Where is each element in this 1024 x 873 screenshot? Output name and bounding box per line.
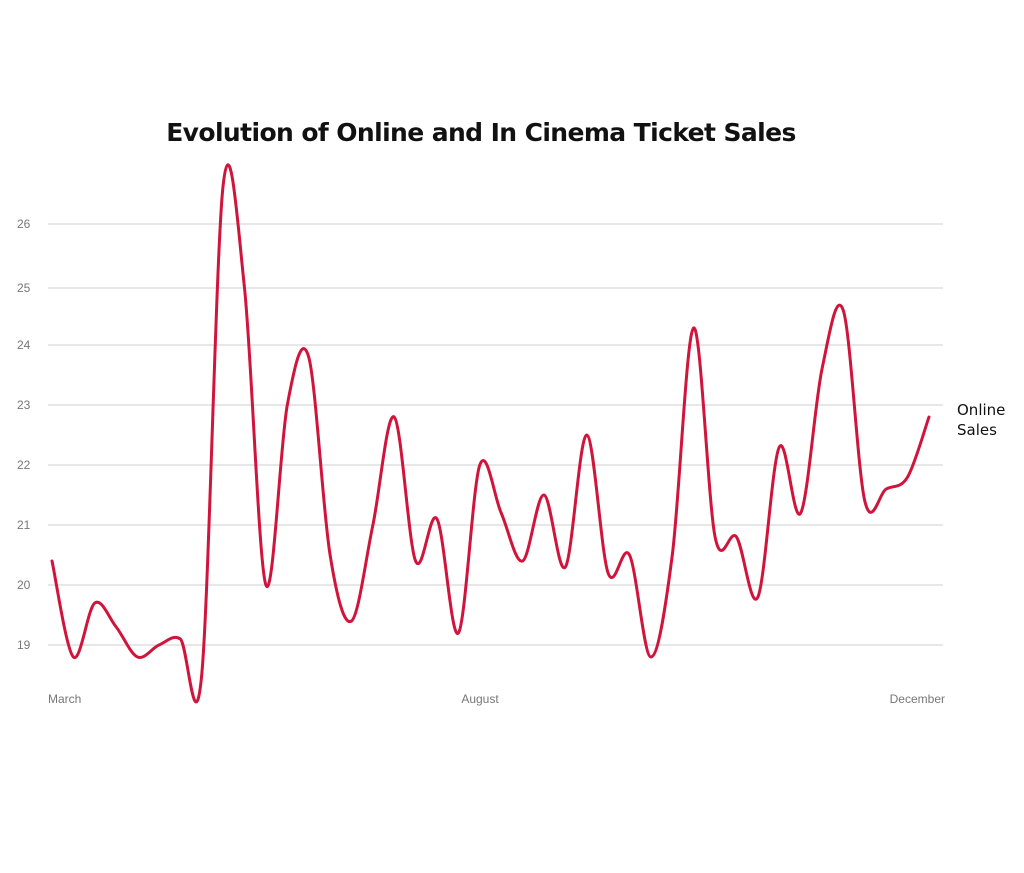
x-tick-label-december: December <box>890 692 945 706</box>
grid-lines <box>48 223 943 646</box>
y-tick-label: 21 <box>17 518 31 532</box>
x-tick-label-march: March <box>48 692 81 706</box>
series-line-online-sales <box>50 163 931 704</box>
x-tick-label-august: August <box>461 692 499 706</box>
y-tick-label: 24 <box>17 338 31 352</box>
y-tick-label: 23 <box>17 398 31 412</box>
series-lines <box>50 163 931 704</box>
y-tick-label: 26 <box>17 217 31 231</box>
x-axis-ticks: March August December <box>48 692 945 706</box>
series-label-online-sales: Online Sales <box>957 401 1006 439</box>
y-tick-label: 25 <box>17 281 31 295</box>
y-tick-label: 20 <box>17 578 31 592</box>
y-tick-label: 22 <box>17 458 31 472</box>
chart-title: Evolution of Online and In Cinema Ticket… <box>166 118 796 147</box>
y-tick-label: 19 <box>17 638 31 652</box>
y-axis-ticks: 19 20 21 22 23 24 25 26 <box>17 217 31 652</box>
